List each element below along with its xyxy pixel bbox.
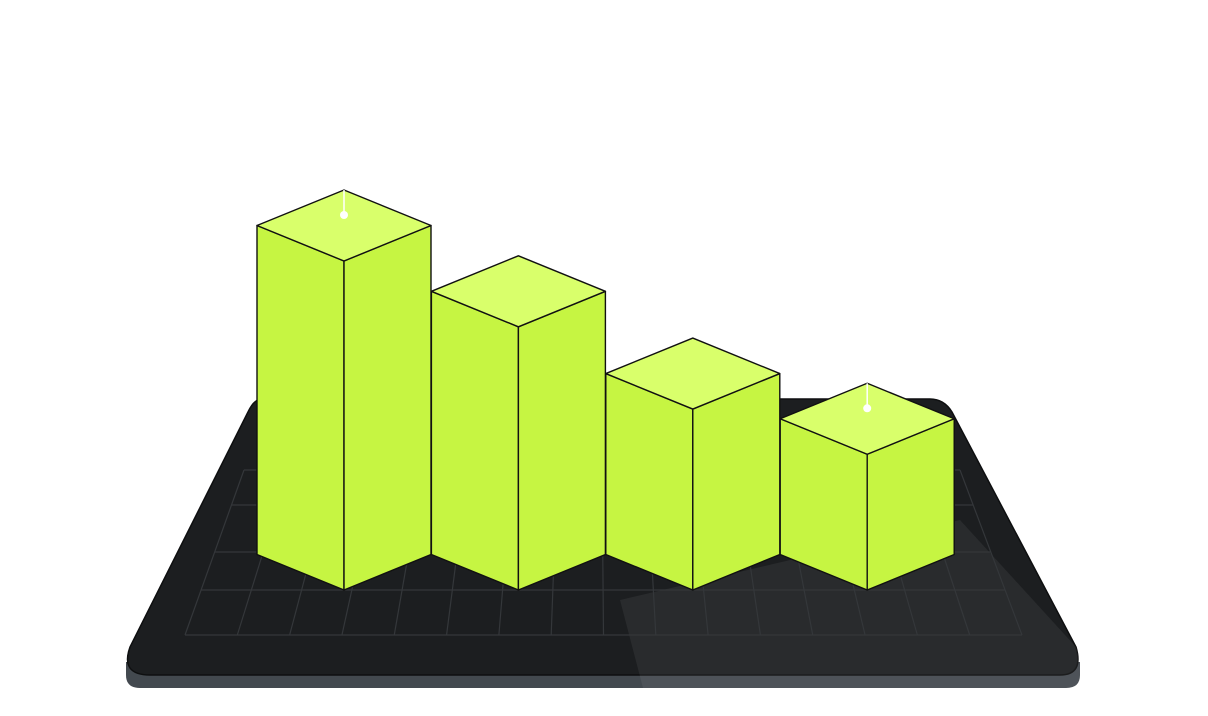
bar-left-face (605, 372, 694, 591)
bar-left-face (256, 224, 345, 591)
bar-marker-dot (863, 404, 872, 413)
bar-top-face (605, 337, 781, 410)
bar-top-face (779, 382, 955, 455)
grid-line-v (184, 469, 245, 636)
bar-left-face (430, 290, 520, 591)
bar-top-face (430, 255, 607, 328)
bar-right-face (517, 290, 607, 591)
bar-right-face (343, 224, 432, 591)
chart-bars (256, 189, 955, 591)
bar-1 (256, 189, 432, 591)
bar-4 (779, 382, 955, 591)
bar-2 (430, 255, 607, 591)
bar-3 (605, 337, 781, 591)
platform-highlight (620, 520, 1080, 688)
bar-right-face (692, 372, 781, 591)
grid-line-v (959, 469, 1023, 636)
bar-top-face (256, 189, 432, 262)
bar-marker-dot (340, 211, 348, 219)
